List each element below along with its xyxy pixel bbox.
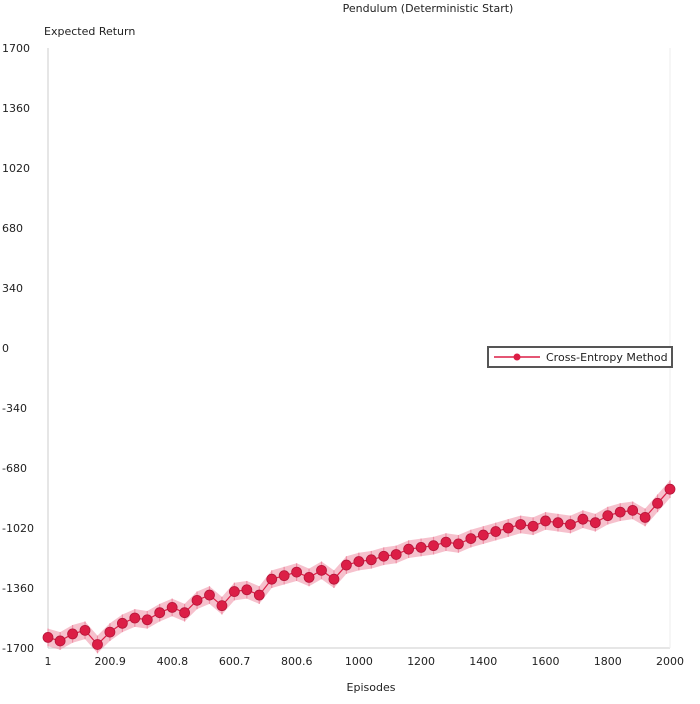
y-axis-title: Expected Return xyxy=(44,25,135,38)
data-point xyxy=(577,513,589,525)
data-point xyxy=(166,602,178,613)
data-point xyxy=(639,512,651,523)
x-tick-label: 600.7 xyxy=(219,655,251,668)
x-tick-label: 1000 xyxy=(345,655,373,668)
y-tick-label: -1360 xyxy=(2,582,34,595)
data-point xyxy=(428,540,439,552)
y-tick-label: 680 xyxy=(2,222,23,235)
data-point xyxy=(565,519,576,530)
legend-swatch-marker xyxy=(513,353,521,361)
data-point xyxy=(179,607,190,619)
data-point xyxy=(589,517,601,529)
data-point xyxy=(490,526,502,537)
data-point xyxy=(253,589,265,601)
data-point xyxy=(353,556,365,567)
data-point xyxy=(116,617,128,629)
data-point xyxy=(204,589,215,601)
x-tick-label: 800.6 xyxy=(281,655,313,668)
data-point xyxy=(228,586,240,597)
data-point xyxy=(502,522,514,534)
chart-title: Pendulum (Deterministic Start) xyxy=(343,2,514,15)
x-axis-title: Episodes xyxy=(347,681,396,694)
x-tick-label: 1800 xyxy=(594,655,622,668)
data-point xyxy=(129,612,141,624)
data-point xyxy=(477,529,489,541)
y-tick-label: 1360 xyxy=(2,102,30,115)
data-point xyxy=(552,517,564,529)
data-point xyxy=(403,543,415,555)
data-point xyxy=(266,573,278,585)
data-point xyxy=(540,515,551,527)
data-point xyxy=(378,550,390,562)
data-point xyxy=(141,614,153,626)
x-tick-label: 2000 xyxy=(656,655,684,668)
data-point xyxy=(92,639,103,650)
y-tick-label: 0 xyxy=(2,342,9,355)
x-tick-label: 1 xyxy=(45,655,52,668)
y-tick-label: 340 xyxy=(2,282,23,295)
data-point xyxy=(652,497,663,509)
data-point xyxy=(42,632,54,643)
data-point xyxy=(316,564,327,576)
legend-box xyxy=(487,346,673,368)
y-tick-label: -340 xyxy=(2,402,27,415)
data-point xyxy=(440,536,452,548)
series-layer xyxy=(42,483,676,650)
x-tick-label: 200.9 xyxy=(94,655,126,668)
data-point xyxy=(465,533,477,544)
x-tick-label: 1600 xyxy=(532,655,560,668)
data-point xyxy=(415,542,427,553)
data-point xyxy=(67,628,78,640)
data-point xyxy=(328,573,340,585)
x-tick-label: 400.8 xyxy=(157,655,189,668)
data-point xyxy=(340,559,352,571)
x-tick-labels: 1 200.9 400.8 600.7 800.6 1000 1200 1400 1600 180… xyxy=(45,655,685,668)
data-point xyxy=(602,510,614,522)
y-tick-label: 1700 xyxy=(2,42,30,55)
data-point xyxy=(278,570,290,582)
data-point xyxy=(365,554,377,566)
data-point xyxy=(216,600,228,612)
data-point xyxy=(527,520,539,532)
data-point xyxy=(664,483,676,495)
data-point xyxy=(453,538,464,550)
data-point xyxy=(515,519,527,530)
data-point xyxy=(614,506,626,518)
y-tick-labels: 1700 1360 1020 680 340 0 -340 -680 -1020 -1360 -17… xyxy=(2,42,34,655)
data-point xyxy=(241,584,253,596)
x-tick-label: 1400 xyxy=(469,655,497,668)
data-point xyxy=(79,624,91,636)
x-tick-label: 1200 xyxy=(407,655,435,668)
data-point xyxy=(154,607,166,619)
data-point xyxy=(191,594,203,606)
data-point xyxy=(303,572,315,583)
data-point xyxy=(104,626,116,638)
data-point xyxy=(627,504,639,516)
data-point xyxy=(54,635,66,647)
y-tick-label: 1020 xyxy=(2,162,30,175)
y-tick-label: -680 xyxy=(2,462,27,475)
y-tick-label: -1700 xyxy=(2,642,34,655)
y-tick-label: -1020 xyxy=(2,522,34,535)
legend-label: Cross-Entropy Method xyxy=(546,351,668,364)
data-point xyxy=(390,549,402,560)
legend: Cross-Entropy Method xyxy=(487,346,673,368)
data-point xyxy=(291,566,303,578)
